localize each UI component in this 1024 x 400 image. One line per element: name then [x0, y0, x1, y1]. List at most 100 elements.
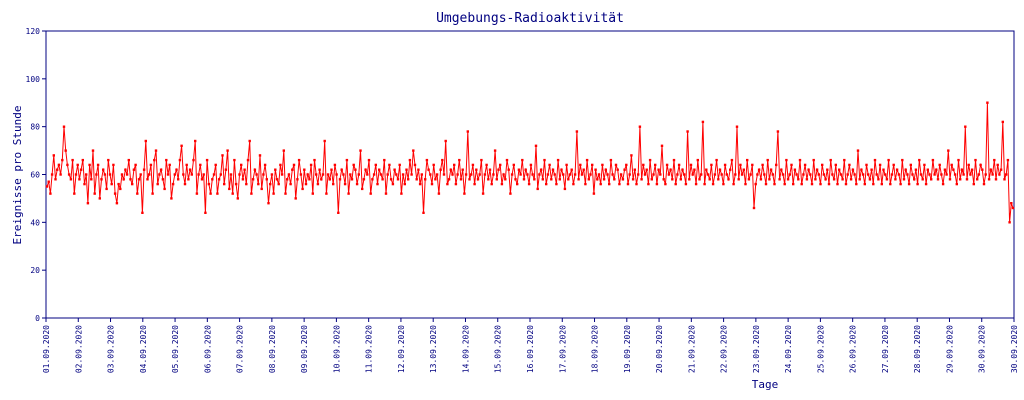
data-point: [580, 173, 584, 176]
data-point: [962, 173, 965, 176]
data-point: [463, 192, 466, 195]
data-point: [228, 187, 231, 191]
data-point: [916, 182, 919, 186]
data-point: [294, 197, 297, 200]
data-point: [648, 158, 652, 162]
data-point: [742, 168, 745, 171]
x-tick-label: 14.09.2020: [461, 325, 470, 373]
data-point: [1003, 178, 1006, 181]
data-point: [514, 178, 517, 181]
data-point: [759, 178, 763, 181]
data-point: [137, 178, 141, 181]
data-point: [684, 182, 688, 186]
data-point: [757, 168, 761, 171]
data-point: [234, 182, 238, 186]
data-point: [693, 168, 696, 171]
data-point: [396, 178, 400, 181]
data-point: [878, 163, 882, 167]
x-tick-label: 16.09.2020: [526, 325, 535, 373]
data-point: [364, 168, 367, 171]
data-point: [851, 168, 855, 171]
data-point: [909, 163, 912, 167]
data-point: [379, 173, 383, 176]
data-point: [977, 173, 981, 176]
data-point: [245, 182, 248, 186]
data-point: [543, 158, 546, 162]
data-point: [64, 149, 67, 152]
data-point: [280, 173, 284, 176]
data-point: [964, 125, 967, 128]
data-point: [420, 173, 423, 176]
data-point: [604, 168, 607, 171]
data-point: [487, 178, 490, 181]
data-point: [998, 173, 1001, 176]
data-point: [418, 182, 422, 186]
data-point: [751, 163, 754, 167]
data-point: [456, 173, 459, 176]
data-point: [805, 178, 809, 181]
data-point: [681, 168, 684, 171]
data-point: [400, 192, 403, 195]
data-point: [621, 178, 625, 181]
data-point: [258, 154, 262, 157]
data-point: [880, 182, 883, 186]
data-point: [766, 158, 769, 162]
data-point: [797, 178, 800, 181]
data-point: [340, 168, 343, 171]
data-point: [870, 168, 873, 171]
data-point: [475, 168, 478, 171]
data-point: [861, 173, 865, 176]
data-point: [974, 158, 977, 162]
data-point: [485, 163, 488, 167]
data-point: [618, 182, 621, 186]
data-point: [76, 163, 79, 167]
data-point: [821, 163, 824, 167]
data-point: [873, 158, 877, 162]
data-point: [326, 173, 330, 176]
data-point: [66, 163, 69, 167]
data-point: [309, 163, 313, 167]
data-point: [843, 158, 846, 162]
data-point: [425, 158, 429, 162]
data-point: [255, 173, 258, 176]
data-point: [669, 168, 672, 171]
data-point: [338, 178, 342, 181]
data-point: [91, 149, 95, 152]
data-point: [154, 149, 158, 152]
data-point: [703, 182, 706, 186]
data-point: [754, 182, 757, 186]
data-point: [952, 168, 955, 171]
data-point: [986, 101, 989, 104]
data-point: [166, 173, 170, 176]
data-point: [611, 173, 614, 176]
x-tick-label: 05.09.2020: [171, 325, 180, 373]
data-point: [512, 163, 515, 167]
data-point: [173, 173, 176, 176]
data-point: [61, 158, 64, 162]
data-point: [398, 163, 401, 167]
data-point: [95, 173, 98, 176]
data-point: [124, 168, 127, 171]
data-point: [930, 178, 933, 181]
data-point: [269, 182, 272, 186]
data-point: [747, 178, 751, 181]
data-point: [943, 168, 947, 171]
data-point: [350, 178, 354, 181]
data-point: [250, 192, 253, 195]
data-point: [884, 173, 887, 176]
data-point: [832, 178, 836, 181]
data-point: [229, 173, 233, 176]
data-point: [403, 182, 406, 186]
data-point: [848, 163, 851, 167]
data-point: [991, 173, 994, 176]
data-point: [596, 178, 599, 181]
data-point: [369, 192, 372, 195]
data-point: [86, 202, 90, 205]
data-point: [570, 168, 573, 171]
data-point: [342, 173, 345, 176]
data-point: [679, 178, 682, 181]
data-point: [231, 192, 234, 195]
data-point: [768, 178, 771, 181]
data-point: [689, 163, 693, 167]
data-point: [1011, 206, 1015, 210]
